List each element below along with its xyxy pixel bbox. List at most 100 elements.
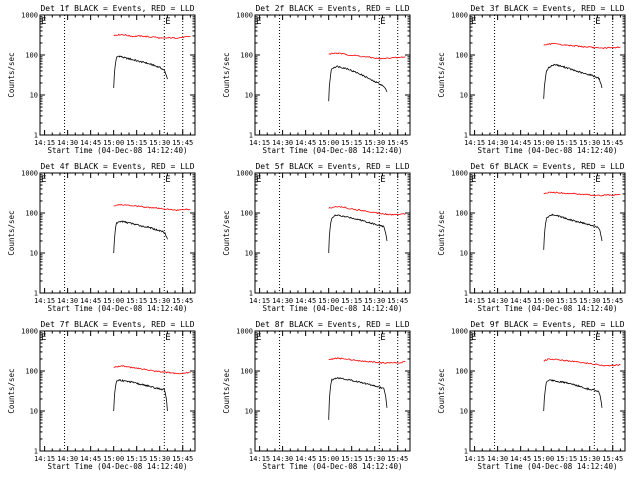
- y-tick-label: 100: [455, 52, 468, 60]
- x-tick-label: 14:15: [34, 455, 55, 463]
- x-tick-label: 15:45: [172, 139, 193, 147]
- chart-title: Det 5f BLACK = Events, RED = LLD: [255, 162, 409, 171]
- y-axis-label: Counts/sec: [222, 210, 231, 255]
- x-tick-label: 14:30: [487, 297, 508, 305]
- x-tick-label: 14:30: [57, 297, 78, 305]
- events-series-line: [113, 220, 168, 254]
- x-tick-label: 15:45: [602, 455, 623, 463]
- y-axis-label: Counts/sec: [437, 210, 446, 255]
- events-series-line: [328, 376, 388, 420]
- y-axis-label: Counts/sec: [7, 368, 16, 413]
- x-axis-label: Start Time (04-Dec-08 14:12:40): [263, 462, 403, 471]
- x-tick-label: 15:30: [364, 297, 385, 305]
- y-axis-label: Counts/sec: [7, 52, 16, 97]
- x-tick-label: 15:30: [149, 297, 170, 305]
- y-tick-label: 100: [25, 52, 38, 60]
- x-axis-label: Start Time (04-Dec-08 14:12:40): [48, 304, 188, 313]
- x-tick-label: 15:45: [387, 139, 408, 147]
- chart-title: Det 8f BLACK = Events, RED = LLD: [255, 320, 409, 329]
- y-tick-label: 1000: [21, 12, 38, 20]
- x-tick-label: 15:15: [126, 139, 147, 147]
- event-marker: E: [256, 333, 261, 343]
- x-tick-label: 14:15: [464, 297, 485, 305]
- event-marker: E: [471, 17, 476, 27]
- events-series-line: [543, 213, 603, 250]
- lld-series-line: [328, 357, 406, 365]
- events-series-line: [113, 379, 168, 412]
- chart-panel-8: Det 8f BLACK = Events, RED = LLD E E 1 10 100…: [222, 320, 411, 471]
- y-tick-label: 1: [464, 290, 468, 298]
- y-tick-label: 1: [249, 290, 253, 298]
- x-tick-label: 15:00: [318, 455, 339, 463]
- event-marker: E: [256, 175, 261, 185]
- x-tick-label: 15:45: [172, 297, 193, 305]
- x-tick-label: 14:30: [57, 455, 78, 463]
- x-tick-label: 15:45: [602, 297, 623, 305]
- chart-panel-1: Det 1f BLACK = Events, RED = LLD E E 1 10 100…: [7, 4, 196, 155]
- x-tick-label: 15:30: [579, 139, 600, 147]
- y-tick-label: 1: [464, 448, 468, 456]
- plot-frame: [469, 14, 626, 136]
- chart-title: Det 6f BLACK = Events, RED = LLD: [470, 162, 624, 171]
- event-marker: E: [471, 333, 476, 343]
- chart-panel-4: Det 4f BLACK = Events, RED = LLD E E 1 10 100…: [7, 162, 196, 313]
- x-tick-label: 15:15: [341, 297, 362, 305]
- events-series-line: [543, 63, 603, 99]
- y-tick-label: 1: [34, 132, 38, 140]
- chart-panel-5: Det 5f BLACK = Events, RED = LLD E E 1 10 100…: [222, 162, 411, 313]
- x-tick-label: 15:30: [579, 297, 600, 305]
- x-tick-label: 15:00: [103, 297, 124, 305]
- y-tick-label: 1000: [21, 170, 38, 178]
- x-tick-label: 15:00: [318, 139, 339, 147]
- x-axis-label: Start Time (04-Dec-08 14:12:40): [263, 304, 403, 313]
- chart-title: Det 2f BLACK = Events, RED = LLD: [255, 4, 409, 13]
- lld-series-line: [543, 42, 621, 49]
- x-tick-label: 14:45: [295, 297, 316, 305]
- events-series-line: [328, 214, 388, 254]
- y-tick-label: 100: [240, 368, 253, 376]
- chart-panel-3: Det 3f BLACK = Events, RED = LLD E E 1 10 100…: [437, 4, 626, 155]
- x-tick-label: 15:15: [556, 297, 577, 305]
- plot-frame: [254, 14, 411, 136]
- event-marker: E: [471, 175, 476, 185]
- y-tick-label: 1: [464, 132, 468, 140]
- events-series-line: [113, 55, 168, 89]
- x-tick-label: 15:15: [341, 139, 362, 147]
- event-marker: E: [380, 17, 385, 27]
- x-tick-label: 15:30: [149, 455, 170, 463]
- lld-series-line: [113, 204, 191, 212]
- x-tick-label: 15:30: [149, 139, 170, 147]
- x-tick-label: 14:15: [464, 455, 485, 463]
- x-axis-label: Start Time (04-Dec-08 14:12:40): [478, 462, 618, 471]
- plot-frame: [39, 14, 196, 136]
- y-tick-label: 100: [25, 210, 38, 218]
- event-marker: E: [595, 175, 600, 185]
- y-axis-label: Counts/sec: [7, 210, 16, 255]
- chart-panel-6: Det 6f BLACK = Events, RED = LLD E E 1 10 100…: [437, 162, 626, 313]
- y-axis-label: Counts/sec: [222, 52, 231, 97]
- x-tick-label: 14:45: [80, 139, 101, 147]
- event-marker: E: [165, 333, 170, 343]
- event-marker: E: [595, 333, 600, 343]
- x-tick-label: 14:45: [295, 139, 316, 147]
- plot-frame: [469, 172, 626, 294]
- y-tick-label: 1000: [21, 328, 38, 336]
- y-tick-label: 1: [34, 448, 38, 456]
- x-tick-label: 15:45: [602, 139, 623, 147]
- y-tick-label: 1000: [451, 328, 468, 336]
- event-marker: E: [41, 333, 46, 343]
- plot-frame: [254, 172, 411, 294]
- x-tick-label: 15:00: [533, 297, 554, 305]
- x-tick-label: 14:30: [272, 139, 293, 147]
- x-tick-label: 15:15: [126, 455, 147, 463]
- x-tick-label: 15:45: [172, 455, 193, 463]
- chart-title: Det 4f BLACK = Events, RED = LLD: [40, 162, 194, 171]
- y-tick-label: 1000: [236, 170, 253, 178]
- x-tick-label: 15:30: [364, 139, 385, 147]
- y-tick-label: 10: [245, 92, 253, 100]
- x-tick-label: 14:45: [510, 455, 531, 463]
- event-marker: E: [380, 175, 385, 185]
- x-axis-label: Start Time (04-Dec-08 14:12:40): [48, 462, 188, 471]
- chart-title: Det 1f BLACK = Events, RED = LLD: [40, 4, 194, 13]
